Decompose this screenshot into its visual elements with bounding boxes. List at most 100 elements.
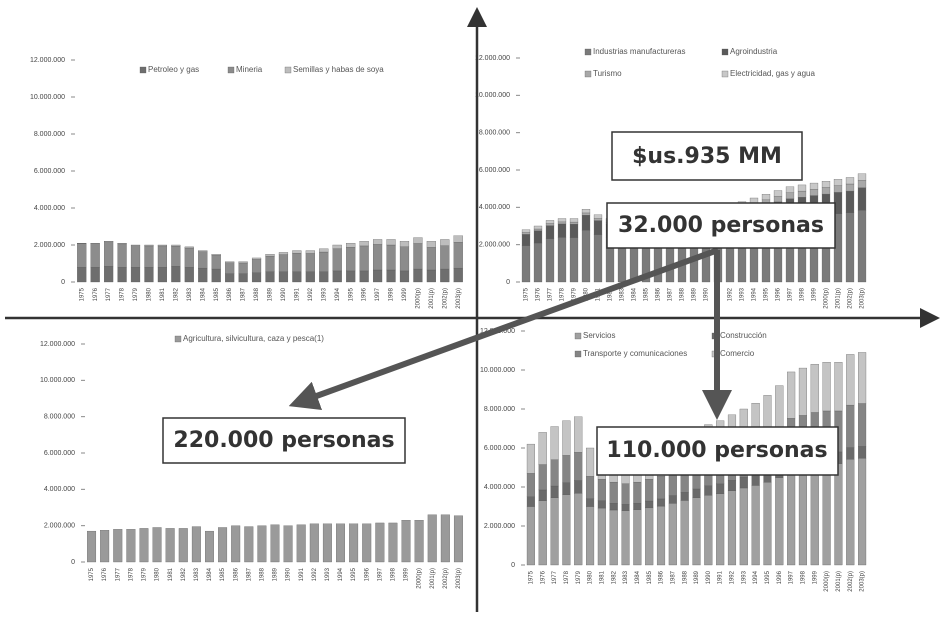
x-tick-label: 1990 (281, 287, 287, 301)
bar-segment (775, 477, 784, 566)
legend-label: Transporte y comunicaciones (583, 349, 687, 358)
x-tick-label: 1980 (147, 287, 153, 301)
bar-segment (296, 524, 306, 563)
x-tick-label: 1975 (79, 287, 85, 301)
bar-segment (846, 459, 855, 566)
bar-segment (77, 243, 87, 268)
x-tick-label: 1997 (375, 287, 381, 301)
x-tick-label: 1990 (706, 570, 712, 584)
bar-segment (205, 530, 214, 563)
bar-segment (521, 245, 531, 283)
bar-segment (453, 235, 463, 243)
bar-segment (656, 505, 666, 566)
x-tick-label: 2001(p) (836, 288, 842, 309)
legend-label: Semillas y habas de soya (293, 65, 384, 74)
x-tick-label: 1981 (160, 287, 166, 301)
x-tick-label: 1995 (765, 570, 771, 584)
bar-segment (198, 251, 208, 269)
x-tick-label: 1981 (599, 570, 605, 584)
bar-segment (787, 371, 796, 419)
bar-segment (184, 267, 194, 283)
bar-segment (656, 498, 666, 507)
bar-segment (538, 489, 547, 501)
bar-segment (265, 254, 275, 257)
x-tick-label: 1992 (312, 567, 318, 581)
bar-segment (545, 220, 555, 224)
bar-segment (427, 514, 437, 563)
x-tick-label: 1997 (377, 567, 383, 581)
bar-segment (704, 495, 713, 566)
bar-segment (834, 463, 843, 566)
y-tick-label: 0 (61, 279, 65, 286)
bar-segment (845, 183, 855, 192)
x-tick-label: 1993 (741, 570, 747, 584)
x-tick-label: 1994 (338, 567, 344, 581)
bar-segment (751, 485, 760, 566)
x-tick-label: 1999 (812, 287, 818, 301)
bar-segment (533, 242, 543, 283)
bar-segment (346, 242, 356, 248)
bar-segment (704, 485, 713, 496)
y-tick-label: 4.000.000 (34, 205, 65, 212)
bar-segment (846, 404, 855, 448)
bar-segment (668, 503, 677, 566)
bar-segment (157, 267, 168, 283)
legend-swatch (284, 66, 292, 74)
bar-segment (130, 267, 141, 283)
x-tick-label: 1999 (404, 567, 410, 581)
bar-segment (178, 528, 188, 563)
bar-segment (372, 239, 383, 245)
x-tick-label: 1995 (348, 287, 354, 301)
bar-segment (727, 490, 737, 566)
x-tick-label: 1993 (740, 287, 746, 301)
bar-segment (100, 530, 110, 563)
x-tick-label: 2002(p) (848, 571, 854, 592)
bar-segment (858, 446, 867, 459)
bar-segment (633, 503, 642, 510)
legend-swatch (139, 66, 147, 74)
y-tick-label: 0 (71, 559, 75, 566)
bar-segment (375, 522, 385, 563)
legend-label: Electricidad, gas y agua (730, 69, 815, 78)
bar-segment (399, 270, 410, 283)
bar-segment (810, 465, 819, 566)
bar-segment (359, 245, 369, 272)
bar-segment (362, 523, 372, 563)
bar-segment (574, 452, 583, 481)
y-tick-label: 2.000.000 (34, 242, 65, 249)
bar-segment (251, 259, 262, 273)
bar-segment (562, 482, 571, 495)
bar-segment (787, 471, 796, 566)
y-tick-label: 2.000.000 (44, 523, 75, 530)
x-tick-label: 1999 (402, 287, 408, 301)
legend-label: Petroleo y gas (148, 65, 199, 74)
bar-segment (225, 262, 235, 274)
bar-segment (775, 385, 784, 430)
bar-segment (597, 507, 606, 566)
bar-segment (372, 269, 383, 283)
x-tick-label: 1987 (668, 287, 674, 301)
legend-swatch (721, 48, 729, 56)
bar-segment (593, 234, 603, 283)
x-tick-label: 1983 (187, 287, 193, 301)
bar-segment (319, 251, 329, 272)
x-tick-label: 1986 (659, 570, 665, 584)
bar-segment (426, 241, 436, 248)
bar-segment (401, 520, 411, 563)
bar-segment (533, 230, 543, 244)
y-tick-label: 8.000.000 (479, 130, 510, 137)
legend-label: Construcción (720, 331, 767, 340)
bar-segment (593, 214, 603, 219)
bar-segment (322, 523, 332, 563)
x-tick-label: 1976 (540, 570, 546, 584)
bar-segment (292, 250, 302, 254)
x-tick-label: 1986 (227, 287, 233, 301)
bar-segment (569, 223, 579, 238)
x-tick-label: 2003(p) (860, 571, 866, 592)
x-tick-label: 1996 (777, 570, 783, 584)
legend-swatch (574, 350, 582, 358)
x-tick-label: 1976 (93, 287, 99, 301)
bar-segment (574, 416, 583, 453)
bar-segment (359, 270, 369, 283)
x-tick-label: 1985 (644, 287, 650, 301)
